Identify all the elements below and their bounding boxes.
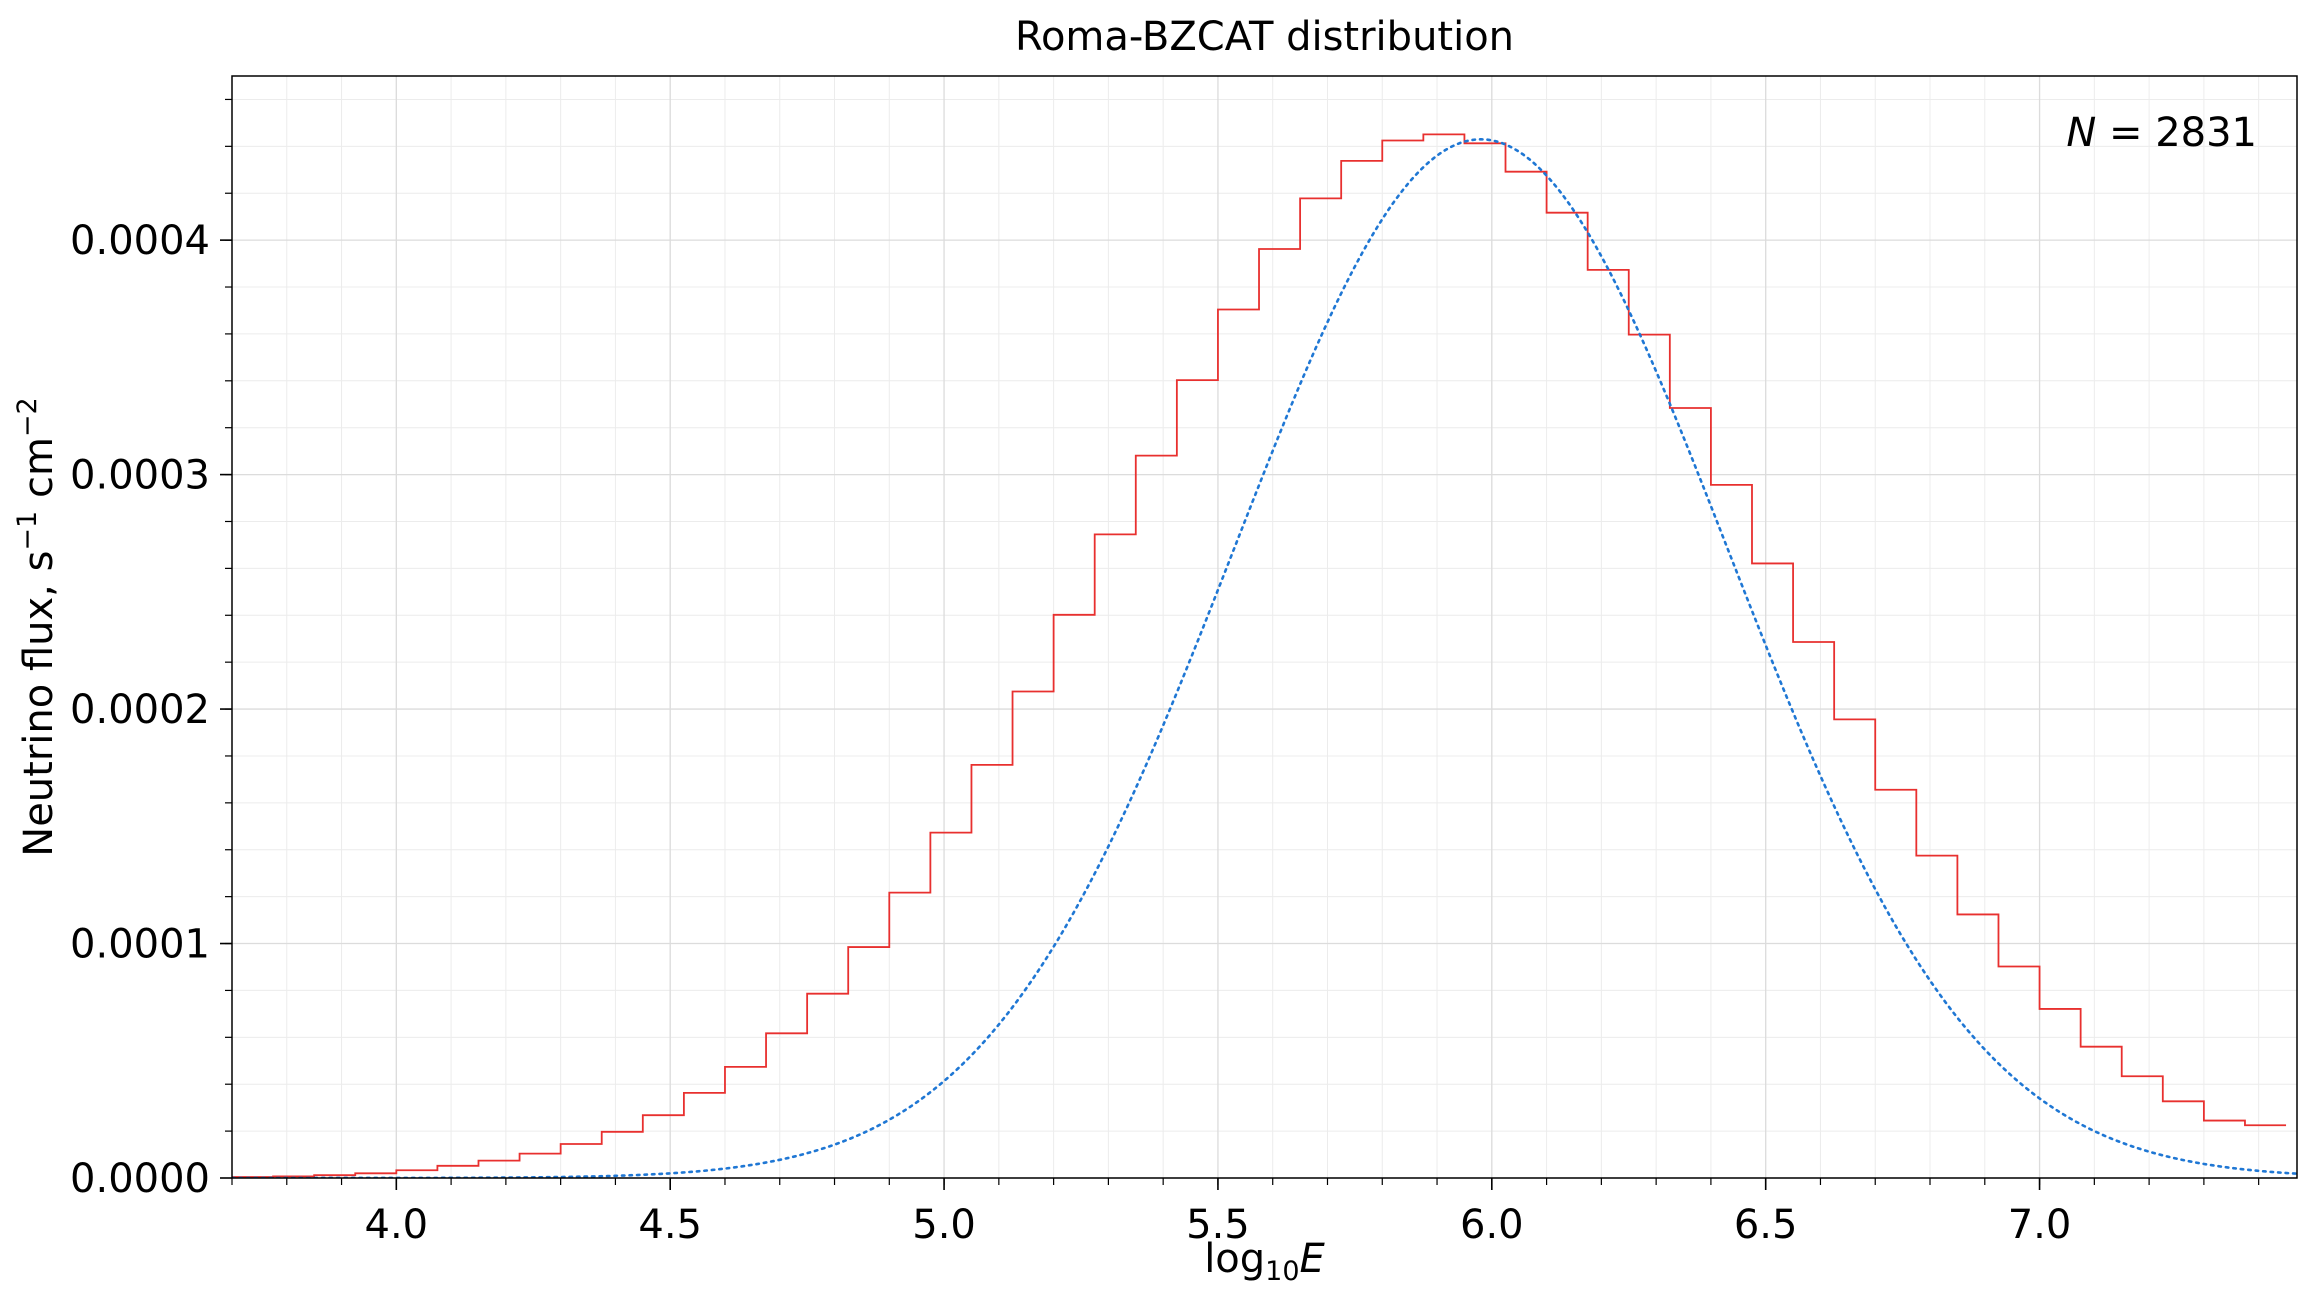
- x-tick-label: 4.0: [365, 1202, 429, 1248]
- annotation-value: 2831: [2155, 110, 2257, 156]
- x-tick-label: 7.0: [2008, 1202, 2072, 1248]
- x-axis-label: log10E: [1204, 1236, 1325, 1287]
- sample-count-annotation: N = 2831: [2066, 110, 2257, 156]
- y-axis-label: Neutrino flux, s−1 cm−2: [12, 397, 62, 856]
- minor-grid: [231, 76, 2297, 1178]
- x-tick-label: 6.5: [1734, 1202, 1798, 1248]
- histogram-steps: [232, 133, 2287, 1178]
- y-tick-label: 0.0003: [70, 453, 210, 499]
- tick-labels: 4.0 4.5 5.0 5.5 6.0 6.5 7.0 0.0000 0.0001 0.0002 0…: [70, 218, 2071, 1248]
- x-tick-label: 6.0: [1460, 1202, 1524, 1248]
- x-tick-label: 5.0: [912, 1202, 976, 1248]
- y-tick-label: 0.0002: [70, 687, 210, 733]
- x-tick-label: 4.5: [638, 1202, 702, 1248]
- plot-area: [232, 133, 2297, 1178]
- y-tick-label: 0.0001: [70, 922, 210, 968]
- axis-ticks: [220, 98, 2260, 1190]
- plot-frame: [231, 75, 2298, 1179]
- chart-title: Roma-BZCAT distribution: [1015, 14, 1514, 60]
- fit-curve: [232, 138, 2297, 1178]
- annotation-label: N: [2066, 110, 2096, 156]
- x-tick-label: 5.5: [1186, 1202, 1250, 1248]
- y-tick-label: 0.0000: [70, 1156, 210, 1202]
- y-tick-label: 0.0004: [70, 218, 210, 264]
